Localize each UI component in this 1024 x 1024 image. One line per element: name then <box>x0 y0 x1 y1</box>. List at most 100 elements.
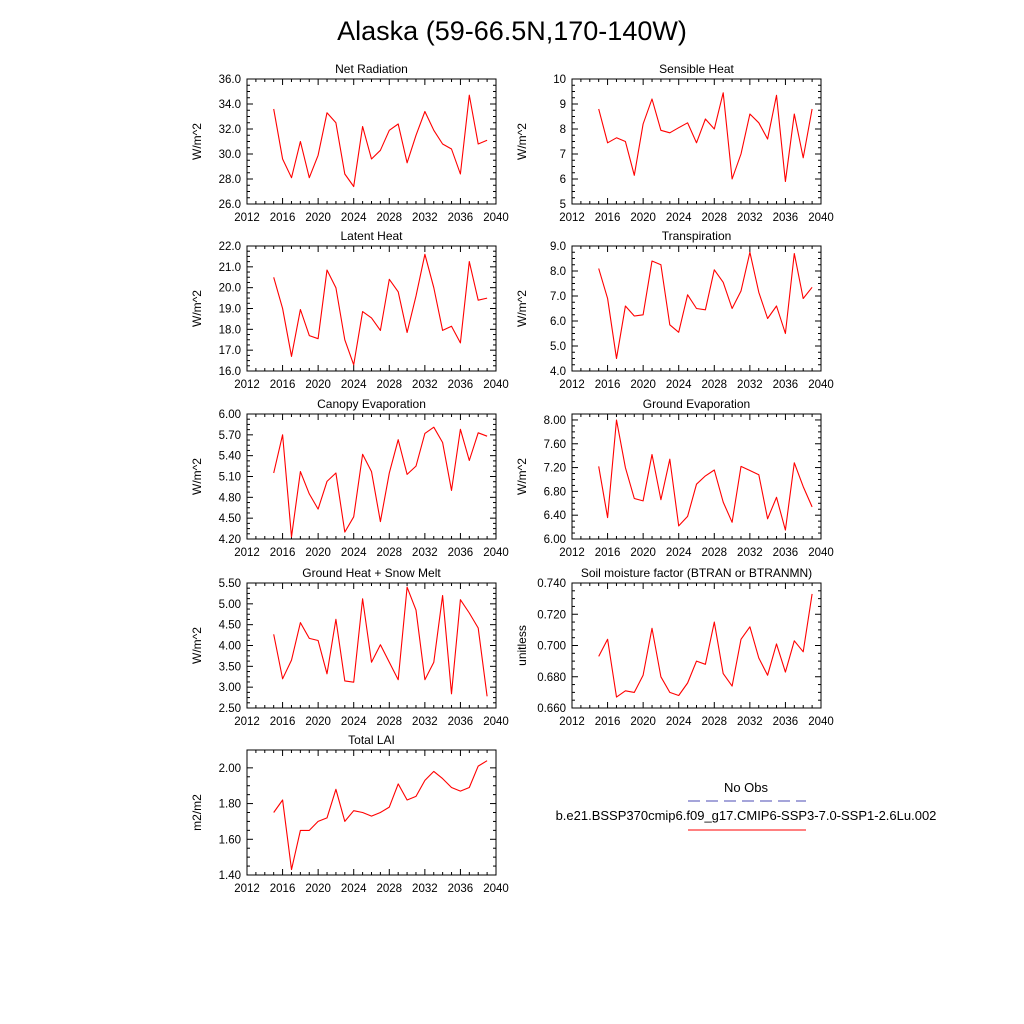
x-tick-label: 2016 <box>595 379 621 391</box>
y-tick-label: 36.0 <box>219 74 241 86</box>
x-tick-label: 2032 <box>737 547 763 559</box>
x-tick-label: 2028 <box>376 547 402 559</box>
series-line <box>273 586 488 697</box>
x-tick-label: 2040 <box>483 379 509 391</box>
x-tick-label: 2020 <box>630 547 656 559</box>
x-tick-label: 2040 <box>483 212 509 224</box>
y-tick-label: 1.80 <box>219 799 241 811</box>
y-tick-label: 32.0 <box>219 124 241 136</box>
y-tick-label: 30.0 <box>219 149 241 161</box>
y-tick-label: 1.40 <box>219 870 241 882</box>
y-tick-label: 4.80 <box>219 492 241 504</box>
panel-4: Transpiration 2012 2016 2020 2024 2028 2032 203… <box>515 229 834 391</box>
panel-2: Sensible Heat 2012 2016 2020 2024 2028 2032 203… <box>515 62 834 224</box>
y-tick-label: 5.50 <box>219 578 241 590</box>
series-line <box>273 426 488 538</box>
y-tick-label: 17.0 <box>219 345 241 357</box>
y-axis-label: W/m^2 <box>515 290 529 327</box>
x-tick-label: 2020 <box>305 883 331 895</box>
x-tick-label: 2016 <box>270 883 296 895</box>
y-tick-label: 6 <box>560 174 566 186</box>
x-tick-label: 2024 <box>341 379 367 391</box>
x-tick-label: 2032 <box>412 212 438 224</box>
panel-title: Total LAI <box>348 733 395 747</box>
x-tick-label: 2036 <box>773 379 799 391</box>
x-tick-label: 2040 <box>483 547 509 559</box>
y-tick-label: 4.00 <box>219 641 241 653</box>
x-tick-label: 2020 <box>305 716 331 728</box>
x-tick-label: 2032 <box>412 716 438 728</box>
panel-5: Canopy Evaporation 2012 2016 2020 2024 2028 20… <box>190 397 509 559</box>
x-tick-label: 2028 <box>376 883 402 895</box>
panel-6: Ground Evaporation 2012 2016 2020 2024 2028 20… <box>515 397 834 559</box>
x-tick-label: 2024 <box>666 379 692 391</box>
y-tick-label: 3.00 <box>219 682 241 694</box>
x-tick-label: 2020 <box>305 547 331 559</box>
panel-3: Latent Heat 2012 2016 2020 2024 2028 2032 2036 2… <box>190 229 509 391</box>
x-tick-label: 2040 <box>483 716 509 728</box>
x-tick-label: 2032 <box>737 379 763 391</box>
y-tick-label: 5.00 <box>219 599 241 611</box>
x-tick-label: 2020 <box>630 212 656 224</box>
x-tick-label: 2024 <box>666 547 692 559</box>
x-tick-label: 2016 <box>270 379 296 391</box>
y-tick-label: 6.80 <box>544 486 566 498</box>
x-tick-label: 2028 <box>701 212 727 224</box>
panel-title: Ground Evaporation <box>643 397 750 411</box>
x-tick-label: 2036 <box>448 212 474 224</box>
panel-title: Soil moisture factor (BTRAN or BTRANMN) <box>581 566 812 580</box>
y-tick-label: 4.50 <box>219 620 241 632</box>
panel-title: Sensible Heat <box>659 62 734 76</box>
panel-title: Latent Heat <box>340 229 403 243</box>
y-axis-label: unitless <box>515 625 529 666</box>
x-tick-label: 2040 <box>808 716 834 728</box>
y-tick-label: 22.0 <box>219 241 241 253</box>
y-axis-label: W/m^2 <box>515 458 529 495</box>
figure-title: Alaska (59-66.5N,170-140W) <box>337 16 687 46</box>
x-tick-label: 2016 <box>595 716 621 728</box>
series-line <box>598 92 813 183</box>
x-tick-label: 2036 <box>773 716 799 728</box>
x-tick-label: 2020 <box>305 212 331 224</box>
panel-7: Ground Heat + Snow Melt 2012 2016 2020 2024 2… <box>190 566 509 728</box>
series-line <box>598 251 813 360</box>
panel-title: Transpiration <box>662 229 732 243</box>
y-tick-label: 1.60 <box>219 834 241 846</box>
y-tick-label: 8.0 <box>550 266 566 278</box>
y-tick-label: 6.40 <box>544 510 566 522</box>
y-tick-label: 5.10 <box>219 472 241 484</box>
y-tick-label: 7.60 <box>544 439 566 451</box>
x-tick-label: 2020 <box>305 379 331 391</box>
y-tick-label: 21.0 <box>219 262 241 274</box>
y-tick-label: 5.70 <box>219 430 241 442</box>
y-tick-label: 5.40 <box>219 451 241 463</box>
y-tick-label: 5.0 <box>550 341 566 353</box>
x-tick-label: 2028 <box>376 716 402 728</box>
y-tick-label: 18.0 <box>219 324 241 336</box>
y-axis-label: W/m^2 <box>190 290 204 327</box>
y-tick-label: 7.0 <box>550 291 566 303</box>
x-tick-label: 2012 <box>559 212 585 224</box>
y-tick-label: 7 <box>560 149 566 161</box>
series-line <box>273 253 488 366</box>
y-tick-label: 6.00 <box>544 534 566 546</box>
x-tick-label: 2032 <box>412 883 438 895</box>
y-tick-label: 0.740 <box>537 578 566 590</box>
x-tick-label: 2040 <box>483 883 509 895</box>
x-tick-label: 2032 <box>412 379 438 391</box>
x-tick-label: 2020 <box>630 716 656 728</box>
panel-title: Ground Heat + Snow Melt <box>302 566 441 580</box>
y-axis-label: m2/m2 <box>190 794 204 831</box>
x-tick-label: 2024 <box>666 716 692 728</box>
x-tick-label: 2024 <box>341 547 367 559</box>
x-tick-label: 2012 <box>234 379 260 391</box>
x-tick-label: 2040 <box>808 212 834 224</box>
x-tick-label: 2012 <box>234 883 260 895</box>
x-tick-label: 2040 <box>808 379 834 391</box>
y-tick-label: 7.20 <box>544 463 566 475</box>
y-tick-label: 8 <box>560 124 566 136</box>
panel-1: Net Radiation 2012 2016 2020 2024 2028 2032 203… <box>190 62 509 224</box>
y-axis-label: W/m^2 <box>190 123 204 160</box>
y-tick-label: 3.50 <box>219 661 241 673</box>
